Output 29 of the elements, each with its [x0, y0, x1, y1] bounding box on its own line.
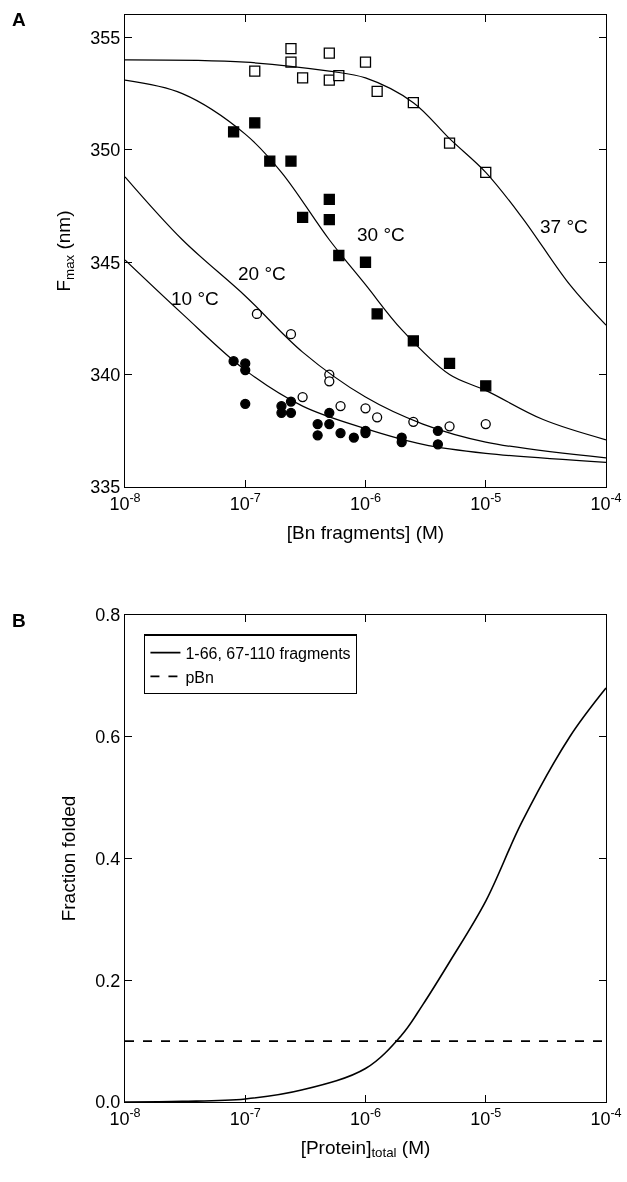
annotation: 30 °C — [357, 224, 405, 245]
y-tick-label: 340 — [90, 364, 121, 385]
annotation: 10 °C — [171, 288, 219, 309]
y-tick-label: 0.6 — [95, 727, 121, 748]
y-tick-label: 355 — [90, 27, 121, 48]
annotation: 20 °C — [238, 263, 286, 284]
x-tick-label: 10$^{-6}$ — [349, 491, 382, 514]
x-tick-label: 10$^{-5}$ — [470, 1106, 502, 1129]
annotation: 37 °C — [540, 216, 588, 237]
x-axis-title: [Protein]$_{total}$ (M) — [300, 1136, 431, 1161]
x-axis-title: [Bn fragments] (M) — [286, 521, 445, 543]
y-tick-label: 0.2 — [95, 970, 121, 991]
x-tick-label: 10$^{-4}$ — [590, 1106, 622, 1129]
x-tick-label: 10$^{-7}$ — [229, 491, 261, 514]
legend-label: 1-66, 67-110 fragments — [185, 644, 351, 662]
text: B — [12, 610, 26, 631]
x-tick-label: 10$^{-6}$ — [349, 1106, 382, 1129]
y-tick-label: 345 — [90, 252, 121, 273]
x-tick-label: 10$^{-4}$ — [590, 491, 622, 514]
y-tick-label: 0.8 — [95, 605, 121, 626]
y-tick-label: 0.0 — [95, 1092, 121, 1113]
y-tick-label: 335 — [90, 477, 121, 498]
y-tick-label: 0.4 — [95, 848, 121, 869]
text: A — [12, 9, 26, 30]
legend-label: pBn — [185, 668, 214, 686]
x-tick-label: 10$^{-5}$ — [470, 491, 502, 514]
x-tick-label: 10$^{-7}$ — [229, 1106, 261, 1129]
y-tick-label: 350 — [90, 140, 121, 161]
y-axis-title: Fraction folded — [58, 795, 80, 922]
